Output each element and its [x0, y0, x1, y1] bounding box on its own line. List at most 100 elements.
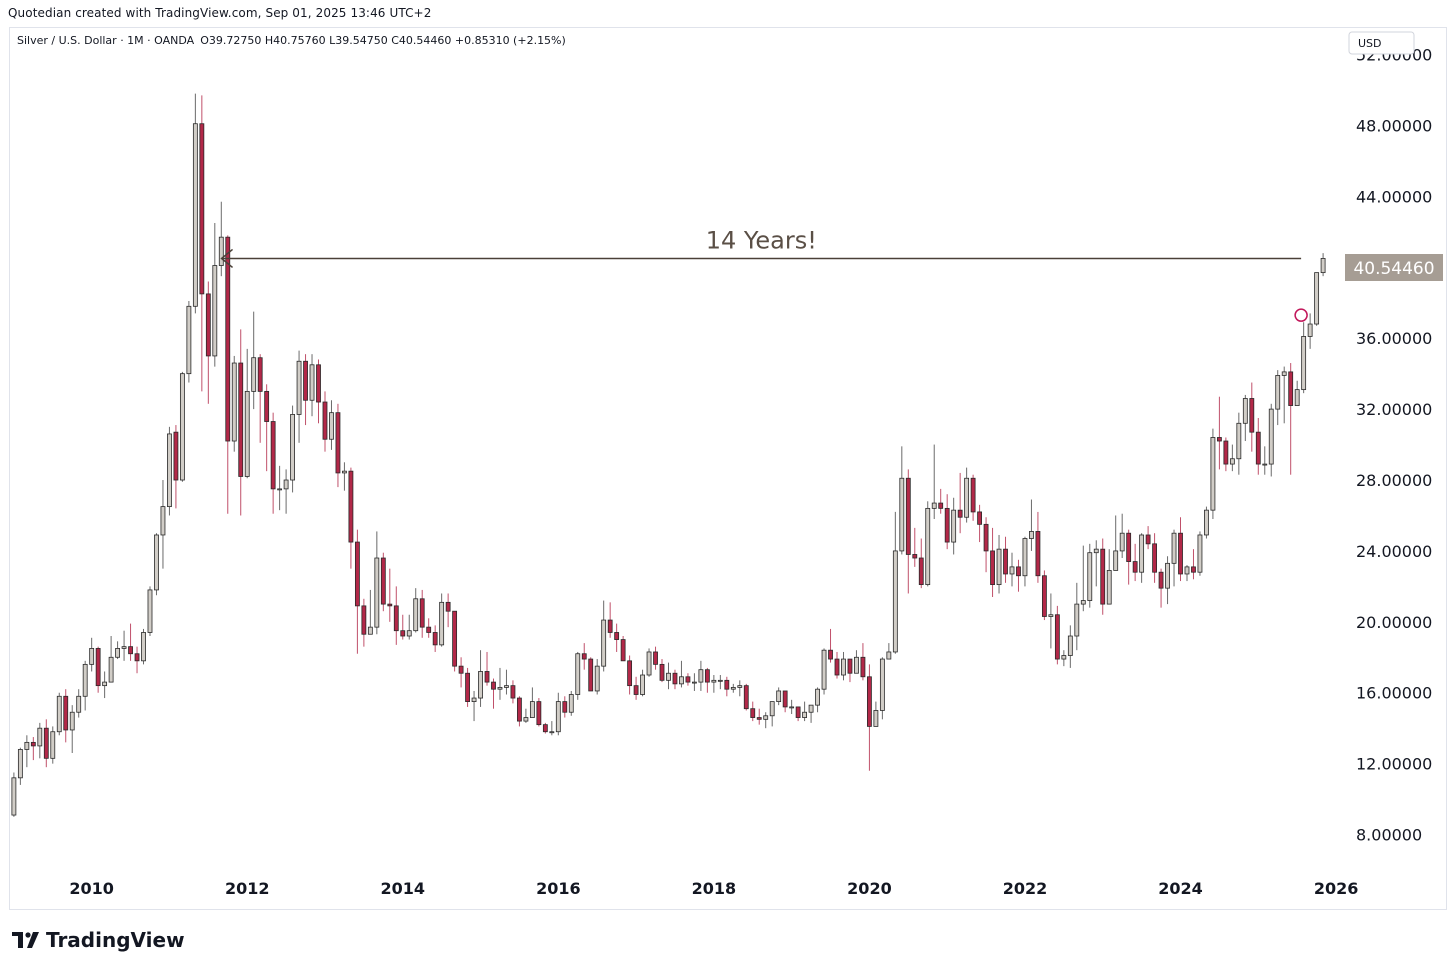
candle [666, 662, 671, 690]
candle-body [303, 360, 308, 401]
candle [1035, 511, 1041, 583]
candle [795, 706, 801, 722]
candle-body [776, 690, 782, 703]
candle-body [270, 421, 276, 490]
candle-body [549, 731, 555, 734]
candle [173, 425, 179, 509]
tradingview-logo[interactable]: TradingView [12, 928, 185, 952]
candle [568, 690, 574, 716]
candle-body [821, 649, 827, 690]
candle [186, 300, 192, 383]
candle-body [1191, 566, 1196, 573]
candle [633, 676, 639, 700]
candle-body [1268, 408, 1274, 465]
candle [860, 643, 866, 681]
candle-body [128, 646, 133, 655]
candle-body [555, 701, 561, 733]
candle [225, 235, 231, 514]
candle-body [679, 676, 684, 685]
candle [244, 348, 250, 479]
candle-body [1113, 550, 1119, 571]
candle [1100, 538, 1106, 615]
candle-body [413, 598, 419, 632]
candle [167, 426, 172, 516]
candle [957, 472, 963, 534]
currency-button[interactable]: USD [1348, 31, 1415, 55]
candle [257, 354, 263, 443]
candle [1080, 545, 1086, 612]
candle [821, 648, 827, 695]
candle-body [536, 701, 542, 726]
candle-body [581, 653, 587, 660]
candle-body [879, 658, 885, 711]
y-tick-label: 20.00000 [1356, 613, 1432, 632]
candle-body [115, 648, 120, 658]
candle [348, 467, 354, 569]
candle [964, 467, 970, 523]
annotation-label: 14 Years! [706, 226, 817, 254]
candle-body [1093, 548, 1099, 554]
candle [400, 614, 406, 640]
candle [50, 726, 56, 764]
annotation-arrow-head [220, 248, 234, 269]
candle-body [102, 681, 108, 687]
candle-body [205, 293, 211, 357]
candle-body [1022, 538, 1028, 577]
candle-body [1080, 600, 1086, 605]
y-tick-label: 36.00000 [1356, 329, 1432, 348]
candle-body [1041, 575, 1047, 617]
candle-body [504, 685, 509, 688]
candle-body [789, 706, 795, 709]
highlight-circle [1294, 308, 1308, 322]
candle-body [1242, 398, 1248, 424]
candle-body [89, 648, 95, 665]
candle-body [1288, 371, 1294, 406]
candle-body [316, 364, 321, 403]
candle-body [983, 523, 989, 552]
candle-body [43, 727, 49, 759]
candle-body [562, 701, 568, 713]
y-tick-label: 32.00000 [1356, 400, 1432, 419]
candle-body [17, 749, 23, 779]
candle-body [854, 656, 859, 674]
candle-body [704, 669, 710, 683]
candle [43, 719, 49, 768]
candle [711, 675, 717, 693]
candle-body [218, 236, 224, 266]
candle-body [186, 305, 192, 375]
candle [581, 643, 587, 670]
candle [1320, 253, 1326, 277]
candle [218, 201, 224, 277]
candle-body [1119, 532, 1125, 552]
candle-body [1016, 566, 1021, 577]
candle [918, 538, 924, 589]
candle-body [380, 557, 386, 605]
candle [1210, 428, 1216, 520]
candle-body [212, 265, 218, 357]
candle [743, 683, 749, 711]
candle [931, 444, 937, 520]
y-tick-label: 48.00000 [1356, 116, 1432, 135]
candle [607, 602, 613, 638]
candle-body [387, 603, 393, 607]
candle-body [912, 554, 918, 559]
candle [1041, 570, 1047, 621]
candle [536, 698, 542, 727]
candle-body [964, 477, 970, 518]
candle [102, 671, 108, 699]
candle-body [1100, 548, 1106, 605]
candle-body [1048, 614, 1054, 617]
candle [426, 618, 432, 638]
candle [1145, 526, 1151, 550]
candle [1216, 396, 1222, 470]
candle [160, 480, 166, 569]
candle-body [277, 488, 283, 491]
candle-body [711, 679, 717, 683]
candle [413, 588, 419, 633]
candle-body [478, 671, 483, 699]
candle [238, 329, 244, 516]
candle-body [296, 360, 302, 415]
candle-body [225, 236, 231, 442]
candle [1255, 417, 1261, 475]
